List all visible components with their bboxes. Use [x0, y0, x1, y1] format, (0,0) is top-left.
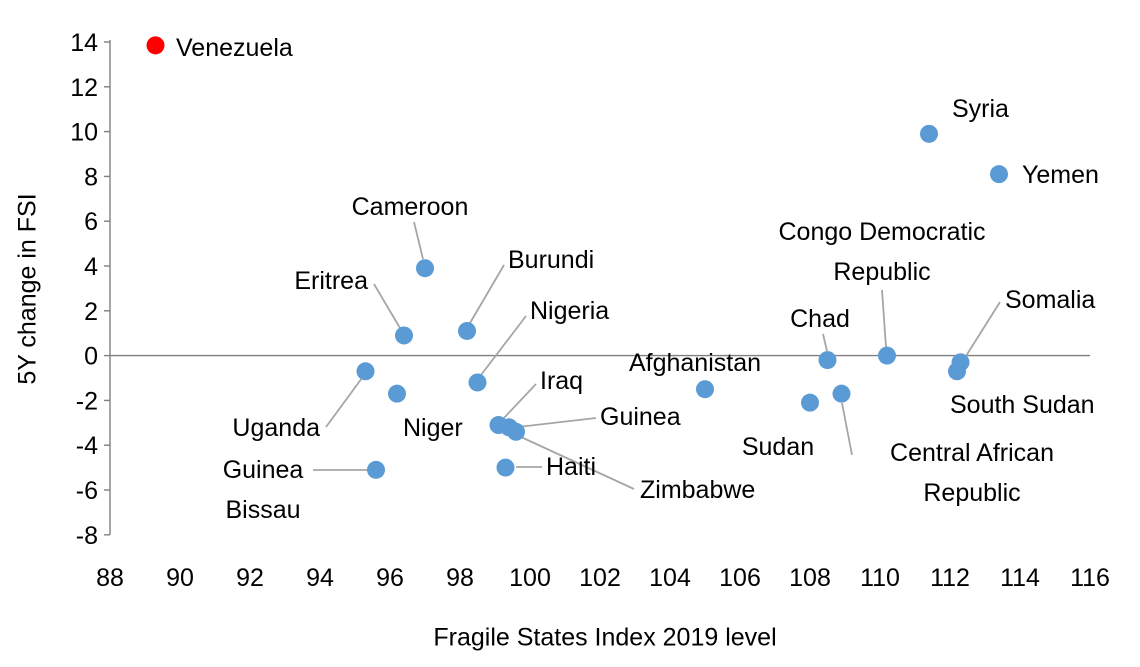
x-tick-label: 108 [789, 564, 831, 592]
leader-line-burundi [469, 264, 505, 324]
point-zimbabwe [507, 422, 525, 441]
leader-line-eritrea [373, 283, 401, 329]
point-label-cameroon: Cameroon [352, 193, 469, 221]
point-uganda [356, 362, 375, 381]
y-tick-label: -2 [76, 387, 98, 415]
leader-line-iraq [502, 383, 537, 420]
point-label-iraq: Iraq [540, 367, 583, 395]
point-label-burundi: Burundi [508, 246, 594, 274]
y-tick-label: 2 [84, 298, 98, 326]
y-tick-label: 6 [84, 208, 98, 236]
point-label-yemen: Yemen [1022, 161, 1099, 189]
x-axis-title: Fragile States Index 2019 level [433, 623, 777, 652]
x-tick-label: 106 [719, 564, 761, 592]
point-label-south-sudan: South Sudan [950, 391, 1095, 419]
x-tick-label: 94 [306, 564, 334, 592]
y-tick-label: 4 [84, 253, 98, 281]
leader-line-somalia [965, 301, 1001, 357]
point-label-uganda: Uganda [232, 414, 320, 442]
x-tick-label: 92 [236, 564, 264, 592]
point-label-eritrea: Eritrea [294, 267, 368, 295]
point-syria [920, 124, 938, 143]
point-nigeria [468, 373, 487, 392]
x-tick-label: 90 [166, 564, 194, 592]
x-tick-label: 96 [376, 564, 404, 592]
point-label-haiti: Haiti [546, 453, 596, 481]
point-label-niger: Niger [403, 414, 463, 442]
point-label-guinea: Guinea [600, 403, 681, 431]
point-label-nigeria: Nigeria [530, 297, 609, 325]
leader-line-zimbabwe [520, 436, 635, 490]
leader-line-uganda [325, 377, 363, 428]
point-label-venezuela: Venezuela [176, 34, 293, 62]
point-label-sudan: Sudan [742, 433, 814, 461]
y-axis-title: 5Y change in FSI [13, 193, 42, 385]
point-label-chad: Chad [790, 305, 850, 333]
point-sudan [801, 393, 819, 412]
leader-line-central-african-republic [841, 402, 853, 456]
point-eritrea [395, 326, 413, 345]
y-tick-label: -6 [76, 477, 98, 505]
point-label-syria: Syria [952, 95, 1009, 123]
y-tick-label: 0 [84, 343, 98, 371]
x-tick-label: 112 [930, 564, 970, 592]
point-label-somalia: Somalia [1005, 286, 1095, 314]
leader-line-guinea [517, 417, 597, 428]
x-tick-label: 102 [579, 564, 621, 592]
point-label-guinea-bissau: Guinea Bissau [223, 456, 304, 524]
x-tick-label: 98 [446, 564, 474, 592]
point-burundi [458, 321, 476, 340]
point-haiti [496, 458, 515, 477]
x-tick-label: 88 [96, 564, 124, 592]
point-afghanistan [696, 380, 714, 399]
leader-line-cameroon [413, 221, 424, 260]
y-tick-label: 8 [84, 163, 98, 191]
x-tick-label: 116 [1070, 564, 1110, 592]
leader-line-congo-democratic-republic [881, 289, 887, 348]
leader-line-nigeria [480, 315, 527, 376]
point-yemen [990, 165, 1008, 184]
point-guinea-bissau [367, 460, 385, 479]
x-tick-label: 104 [649, 564, 691, 592]
x-tick-label: 114 [1000, 564, 1040, 592]
point-chad [818, 351, 837, 370]
leader-line-chad [822, 333, 828, 352]
x-tick-label: 100 [509, 564, 551, 592]
point-cameroon [416, 259, 434, 278]
point-label-congo-democratic-republic: Congo Democratic Republic [778, 218, 985, 286]
x-tick-label: 110 [860, 564, 900, 592]
point-venezuela [146, 36, 165, 55]
y-tick-label: 12 [70, 74, 98, 102]
point-central-african-republic [832, 384, 851, 403]
y-tick-label: 14 [70, 29, 98, 57]
point-label-afghanistan: Afghanistan [629, 349, 761, 377]
point-south-sudan [948, 362, 966, 381]
point-label-central-african-republic: Central African Republic [890, 439, 1054, 507]
point-label-zimbabwe: Zimbabwe [640, 476, 755, 504]
y-tick-label: -4 [76, 432, 98, 460]
y-tick-label: -8 [76, 522, 98, 550]
point-congo-democratic-republic [878, 346, 896, 365]
point-niger [388, 384, 406, 403]
y-tick-label: 10 [70, 119, 98, 147]
